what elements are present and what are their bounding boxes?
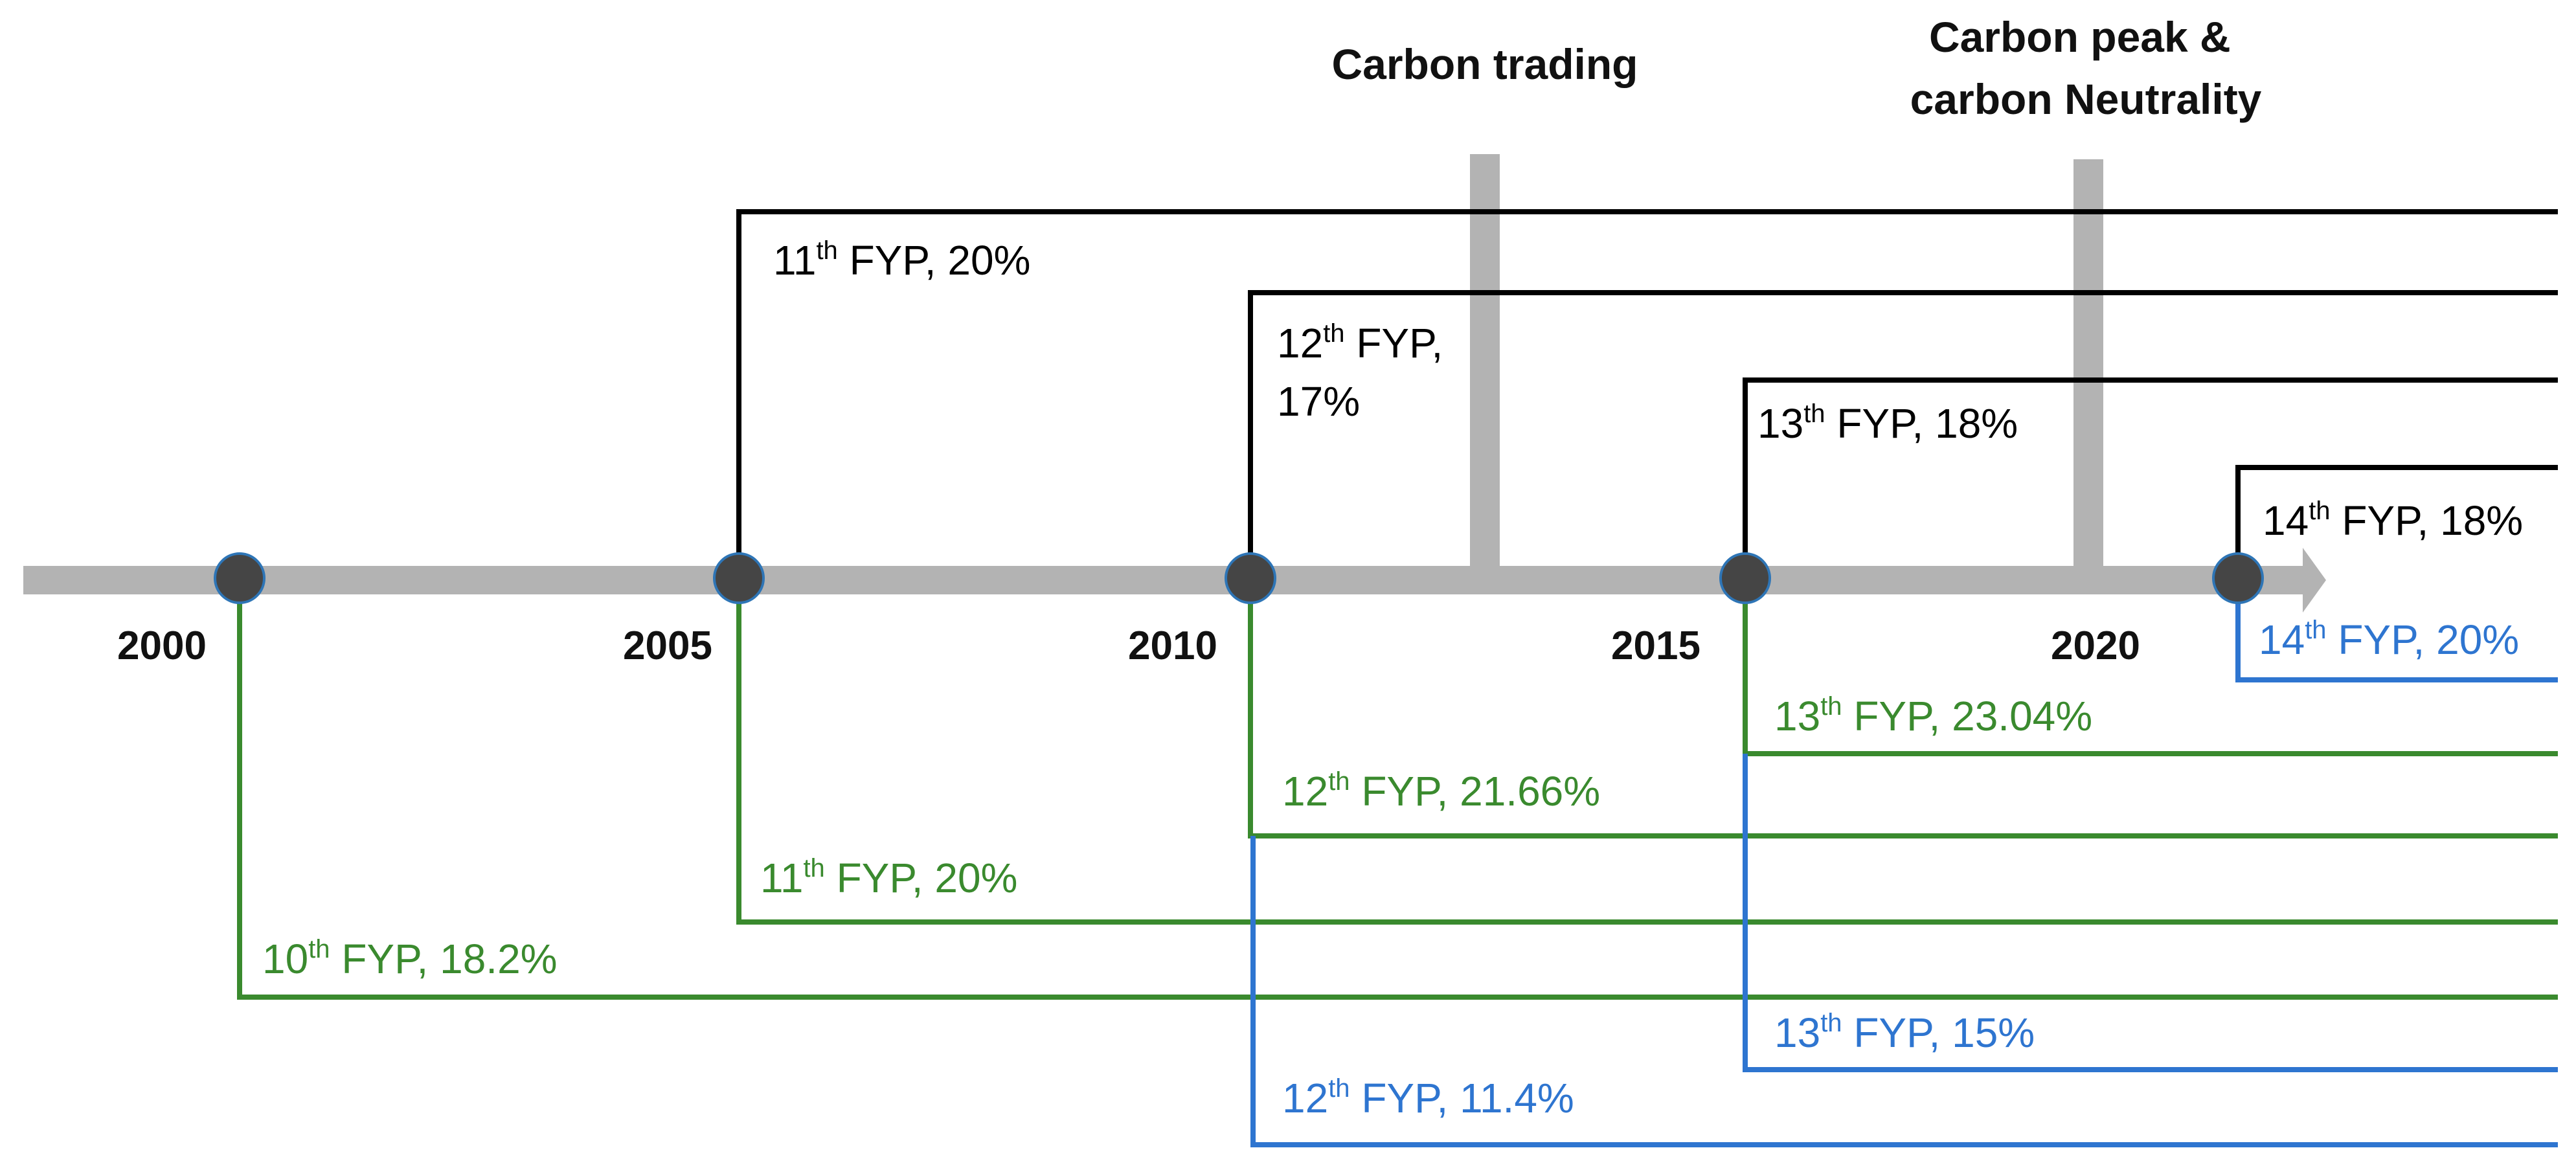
year-node-2000 [214, 552, 266, 604]
plan-suffix: th [1328, 1074, 1350, 1103]
plan-line-black-13 [1743, 377, 2558, 578]
year-label-2005: 2005 [623, 624, 712, 668]
plan-label-blue-13: 13th FYP, 15% [1774, 1009, 2035, 1056]
year-label-2000: 2000 [117, 624, 207, 668]
plan-line-blue-14 [2235, 578, 2558, 682]
year-label-2010: 2010 [1128, 624, 1217, 668]
plan-value-line-2: 17% [1277, 378, 1360, 425]
carbon-peak-label-line-2: carbon Neutrality [1910, 75, 2262, 123]
plan-label-blue-12: 12th FYP, 11.4% [1282, 1074, 1574, 1121]
plan-suffix: th [1328, 767, 1350, 796]
carbon-trading-label: Carbon trading [1332, 40, 1638, 88]
plan-line-black-11 [736, 209, 2558, 578]
plan-label-green-13: 13th FYP, 23.04% [1774, 692, 2092, 739]
plan-line-black-14 [2235, 465, 2558, 578]
plan-suffix: th [816, 236, 837, 265]
year-node-2010 [1225, 552, 1276, 604]
plan-label-blue-14: 14th FYP, 20% [2259, 616, 2519, 663]
plan-suffix: th [1323, 319, 1344, 348]
plan-suffix: th [2309, 497, 2330, 525]
plan-suffix: th [1820, 1009, 1842, 1037]
year-node-2005 [713, 552, 765, 604]
plan-value: FYP, 21.66% [1350, 768, 1601, 815]
carbon-trading-label-line-1: Carbon trading [1332, 40, 1638, 88]
year-node-2015 [1719, 552, 1771, 604]
plan-suffix: th [1803, 399, 1825, 428]
timeline-axis [23, 566, 2316, 594]
plan-ordinal: 13 [1774, 693, 1820, 739]
plan-ordinal: 14 [2259, 616, 2305, 663]
plan-ordinal: 10 [262, 936, 308, 982]
year-label-2020: 2020 [2051, 624, 2140, 668]
plan-value: FYP, 15% [1842, 1009, 2035, 1056]
plan-value: FYP, 18.2% [330, 936, 558, 982]
carbon-peak-pillar [2073, 159, 2103, 568]
plan-value: FYP, 20% [825, 855, 1018, 901]
plan-suffix: th [803, 854, 824, 883]
plan-label-green-12: 12th FYP, 21.66% [1282, 767, 1600, 815]
plan-label-black-11: 11th FYP, 20% [773, 236, 1030, 284]
plan-value: FYP, 20% [2327, 616, 2520, 663]
plan-ordinal: 11 [773, 237, 816, 284]
plan-suffix: th [308, 935, 330, 963]
timeline-arrow [2303, 548, 2326, 613]
plan-line-green-10 [237, 578, 2558, 1000]
plan-label-green-11: 11th FYP, 20% [760, 854, 1017, 901]
plan-line-green-11 [736, 578, 2558, 925]
plan-line-blue-13 [1743, 754, 2558, 1072]
plan-ordinal: 13 [1757, 400, 1803, 447]
plan-value: FYP, 18% [1825, 400, 2018, 447]
carbon-peak-label-line-1: Carbon peak & [1929, 13, 2231, 61]
plan-suffix: th [1820, 692, 1842, 721]
plan-ordinal: 14 [2263, 497, 2309, 544]
plan-ordinal: 12 [1282, 1075, 1328, 1121]
plan-line-blue-12 [1250, 836, 2558, 1147]
year-label-2015: 2015 [1611, 624, 1700, 668]
plan-line-black-12 [1248, 290, 2558, 578]
plan-ordinal: 13 [1774, 1009, 1820, 1056]
plan-label-black-13: 13th FYP, 18% [1757, 399, 2018, 447]
plan-suffix: th [2305, 616, 2326, 644]
plan-value: FYP, 23.04% [1842, 693, 2093, 739]
plan-ordinal: 12 [1282, 768, 1328, 815]
plan-ordinal: 12 [1277, 320, 1323, 366]
plan-value: FYP, 11.4% [1350, 1075, 1574, 1121]
plan-label-black-14: 14th FYP, 18% [2263, 497, 2523, 544]
plan-value: FYP, 18% [2331, 497, 2524, 544]
year-node-2021 [2212, 552, 2264, 604]
plan-label-green-10: 10th FYP, 18.2% [262, 935, 558, 982]
carbon-trading-pillar [1470, 154, 1500, 568]
carbon-peak-label: Carbon peak & carbon Neutrality [1910, 13, 2262, 123]
plan-label-black-12: 12th FYP, 17% [1277, 319, 1454, 425]
plan-value: FYP, [1345, 320, 1443, 366]
plan-ordinal: 11 [760, 855, 803, 901]
plan-value: FYP, 20% [838, 237, 1031, 284]
